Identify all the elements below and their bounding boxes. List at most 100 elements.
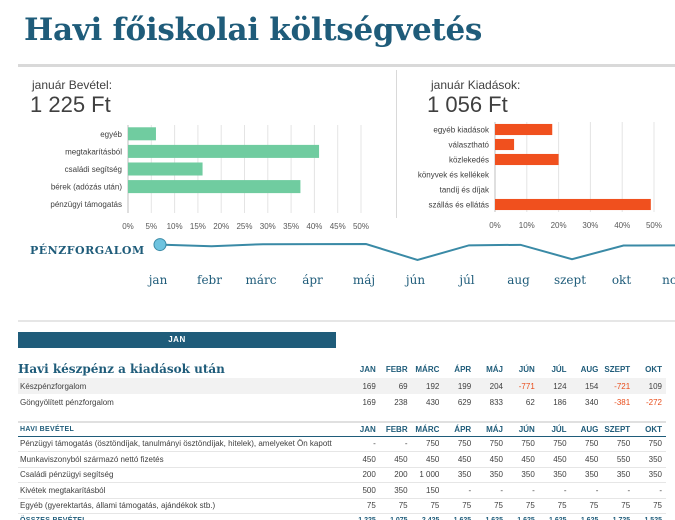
table-cell[interactable]: 750 xyxy=(570,436,603,452)
table-cell[interactable]: -721 xyxy=(602,378,635,394)
table-cell[interactable]: 238 xyxy=(394,397,408,407)
table-cell[interactable]: 350 xyxy=(475,467,507,483)
table-cell[interactable]: 199 xyxy=(443,378,476,394)
table-cell[interactable]: 350 xyxy=(506,467,539,483)
table-cell[interactable]: 450 xyxy=(348,451,380,468)
table-cell[interactable]: -272 xyxy=(645,397,662,407)
table-cell[interactable]: 1 000 xyxy=(411,467,444,483)
x-tick-label: 0% xyxy=(489,221,501,230)
table-cell[interactable]: 186 xyxy=(553,397,567,407)
table-cell[interactable]: 200 xyxy=(348,467,380,483)
table-cell[interactable]: 124 xyxy=(538,378,571,394)
month-febr[interactable]: febr xyxy=(197,273,222,287)
table-cell[interactable]: - xyxy=(379,436,412,452)
table-cell[interactable]: 75 xyxy=(348,498,380,514)
table-cell[interactable]: 75 xyxy=(506,498,539,514)
cashflow-line xyxy=(159,242,675,262)
table-cell[interactable]: 69 xyxy=(379,378,412,394)
table-cell[interactable]: - xyxy=(443,482,476,499)
month-aug[interactable]: aug xyxy=(507,273,530,287)
table-cell[interactable]: 150 xyxy=(411,482,444,499)
table-cell[interactable]: 75 xyxy=(602,498,635,514)
table-cell[interactable]: 430 xyxy=(426,397,440,407)
table-cell[interactable]: 75 xyxy=(443,498,476,514)
table-cell[interactable]: 75 xyxy=(411,498,444,514)
table-cell[interactable]: 350 xyxy=(634,467,666,483)
table-cell[interactable]: 340 xyxy=(585,397,599,407)
column-header: FEBR xyxy=(385,364,408,374)
x-tick-label: 10% xyxy=(519,221,535,230)
table-cell[interactable]: 450 xyxy=(443,451,476,468)
table-cell[interactable]: 550 xyxy=(602,451,635,468)
table-cell[interactable]: 75 xyxy=(634,498,666,514)
month-júl[interactable]: júl xyxy=(459,273,475,287)
table-cell[interactable]: 450 xyxy=(506,451,539,468)
table-cell[interactable]: - xyxy=(475,482,507,499)
table-cell[interactable]: 450 xyxy=(379,451,412,468)
table-cell[interactable]: 75 xyxy=(570,498,603,514)
column-header: JÚN xyxy=(506,422,539,437)
table-cell[interactable]: 169 xyxy=(362,397,376,407)
table-cell[interactable]: - xyxy=(602,482,635,499)
x-tick-label: 0% xyxy=(122,222,134,231)
table-cell[interactable]: 62 xyxy=(525,397,535,407)
column-header: MÁRC xyxy=(415,364,440,374)
table-cell[interactable]: 169 xyxy=(348,378,380,394)
table-cell[interactable]: 350 xyxy=(538,467,571,483)
table-cell[interactable]: 750 xyxy=(602,436,635,452)
month-ápr[interactable]: ápr xyxy=(302,273,323,287)
table-cell[interactable]: 450 xyxy=(538,451,571,468)
table-cell[interactable]: - xyxy=(570,482,603,499)
table-cell[interactable]: 75 xyxy=(538,498,571,514)
x-tick-label: 30% xyxy=(582,221,598,230)
row-label: Készpénzforgalom xyxy=(18,378,348,394)
table-cell[interactable]: 750 xyxy=(475,436,507,452)
table-cell[interactable]: 750 xyxy=(538,436,571,452)
month-szept[interactable]: szept xyxy=(553,273,587,287)
table-row: Göngyölített pénzforgalom 169 238 430 629 833… xyxy=(18,394,666,410)
column-header: AUG xyxy=(580,364,599,374)
table-cell[interactable]: 833 xyxy=(489,397,503,407)
table-cell[interactable]: - xyxy=(634,482,666,499)
month-máj[interactable]: máj xyxy=(352,273,376,287)
table-cell[interactable]: 350 xyxy=(443,467,476,483)
table-cell[interactable]: 109 xyxy=(634,378,666,394)
column-header: JÚN xyxy=(518,364,535,374)
table-cell[interactable]: 350 xyxy=(379,482,412,499)
selected-month-marker[interactable] xyxy=(153,238,167,252)
table-cell[interactable]: 350 xyxy=(634,451,666,468)
month-jan[interactable]: jan xyxy=(148,273,168,287)
column-header: MÁRC xyxy=(411,422,444,437)
table-cell[interactable]: 75 xyxy=(379,498,412,514)
table-cell[interactable]: 350 xyxy=(602,467,635,483)
table-cell[interactable]: 350 xyxy=(570,467,603,483)
month-nov[interactable]: nov xyxy=(662,273,675,287)
section-divider xyxy=(18,320,675,322)
table-cell[interactable]: 75 xyxy=(475,498,507,514)
table-cell[interactable]: - xyxy=(538,482,571,499)
table-cell[interactable]: - xyxy=(506,482,539,499)
column-header: MÁJ xyxy=(475,422,507,437)
month-márc[interactable]: márc xyxy=(245,273,277,287)
selected-month-tab[interactable]: JAN xyxy=(18,332,336,348)
x-tick-label: 50% xyxy=(353,222,369,231)
table-cell[interactable]: 750 xyxy=(506,436,539,452)
total-cell: 1 225 xyxy=(348,513,380,520)
table-cell[interactable]: 629 xyxy=(457,397,472,407)
table-cell[interactable]: -381 xyxy=(614,397,631,407)
month-jún[interactable]: jún xyxy=(405,273,426,287)
table-cell[interactable]: -771 xyxy=(506,378,539,394)
table-cell[interactable]: 154 xyxy=(570,378,603,394)
month-okt[interactable]: okt xyxy=(611,273,632,287)
table-cell[interactable]: 450 xyxy=(475,451,507,468)
table-cell[interactable]: 200 xyxy=(379,467,412,483)
table-cell[interactable]: 750 xyxy=(411,436,444,452)
table-cell[interactable]: 450 xyxy=(570,451,603,468)
table-cell[interactable]: 750 xyxy=(443,436,476,452)
table-cell[interactable]: 450 xyxy=(411,451,444,468)
table-cell[interactable]: - xyxy=(348,436,380,452)
table-cell[interactable]: 192 xyxy=(411,378,444,394)
table-cell[interactable]: 204 xyxy=(475,378,507,394)
table-cell[interactable]: 500 xyxy=(348,482,380,499)
table-cell[interactable]: 750 xyxy=(634,436,666,452)
